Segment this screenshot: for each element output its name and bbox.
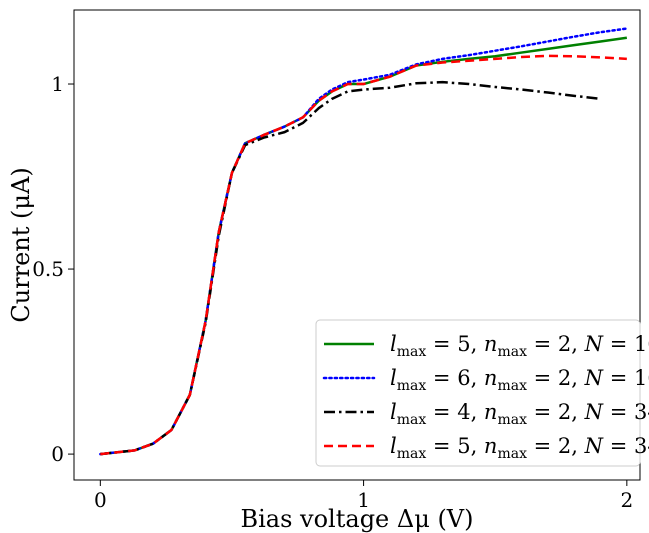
x-axis-label: Bias voltage Δμ (V) — [240, 505, 473, 533]
legend: lmax = 5, nmax = 2, N = 16 lmax = 6, nmax… — [315, 319, 649, 467]
y-tick-label: 0 — [51, 442, 64, 466]
x-tick-label: 2 — [620, 488, 633, 512]
y-axis-label: Current (μA) — [7, 167, 35, 322]
x-tick-label: 0 — [94, 488, 107, 512]
series-line-4 — [100, 54, 627, 456]
legend-label: lmax = 4, nmax = 2, N = 34 — [390, 400, 649, 428]
y-tick-label: 0.5 — [32, 257, 64, 281]
plot-frame — [73, 9, 641, 481]
legend-label: lmax = 6, nmax = 2, N = 16 — [390, 366, 649, 394]
y-tick-label: 1 — [51, 72, 64, 96]
legend-label: lmax = 5, nmax = 2, N = 34 — [390, 434, 649, 462]
legend-box — [315, 319, 641, 467]
x-tick-label: 1 — [357, 488, 370, 512]
legend-label: lmax = 5, nmax = 2, N = 16 — [390, 332, 649, 360]
series-group — [99, 27, 629, 456]
